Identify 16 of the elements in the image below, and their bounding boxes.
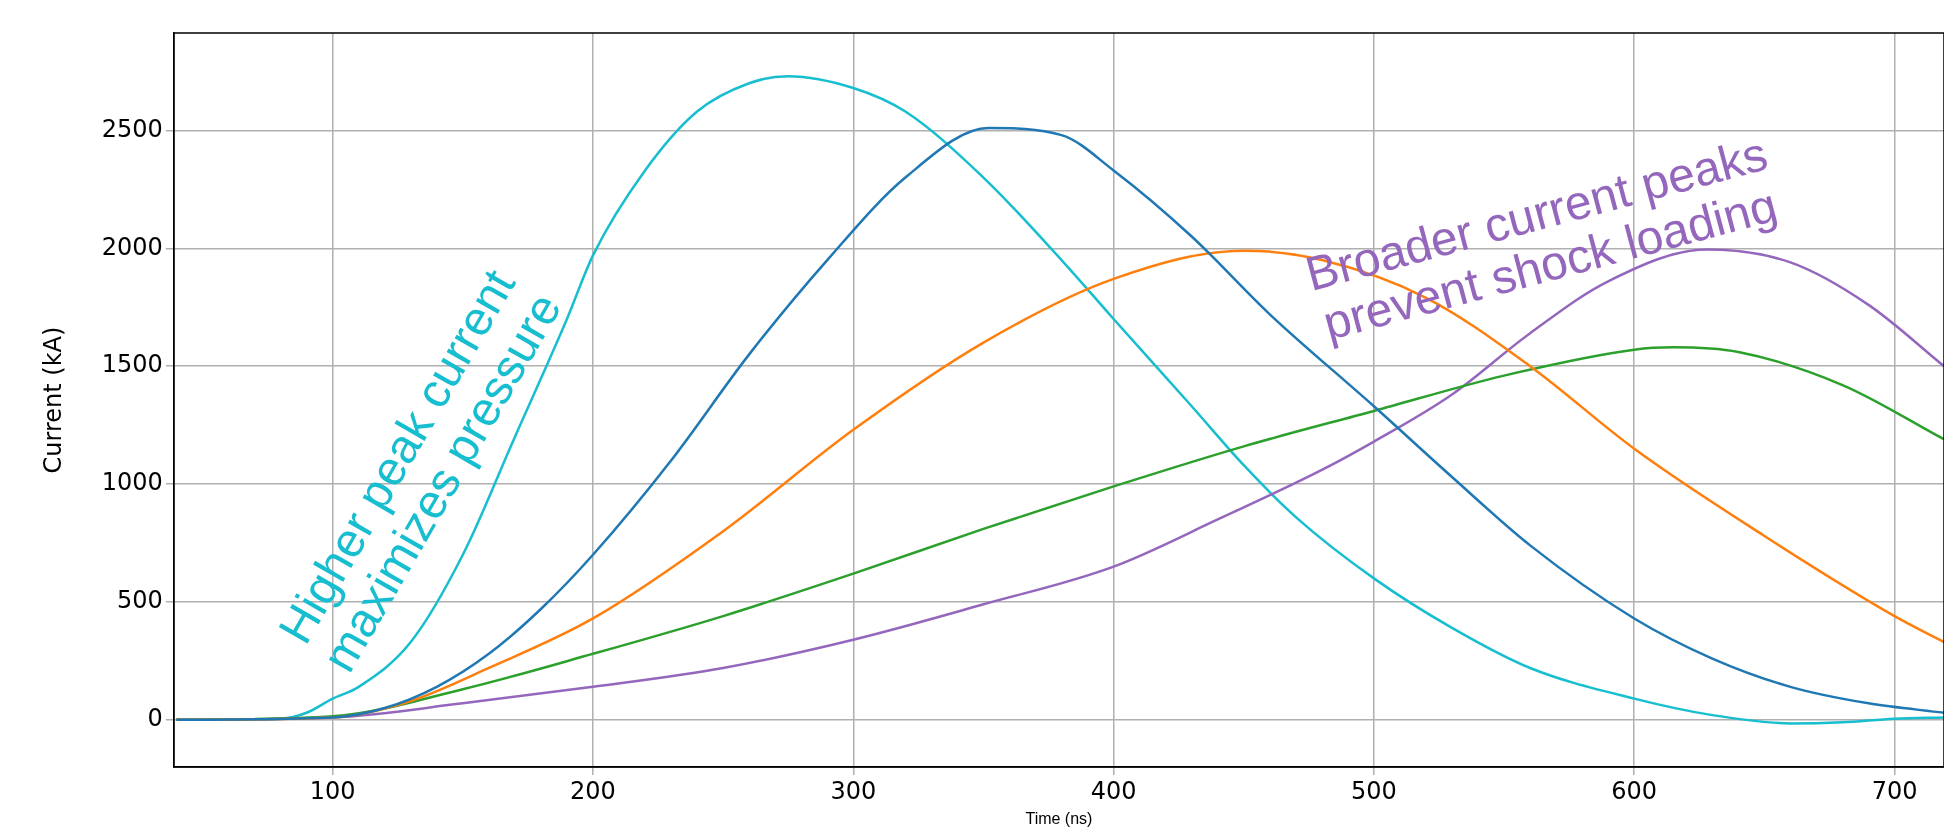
y-tick-label: 2000 [101, 232, 163, 261]
x-tick-label: 100 [309, 776, 356, 805]
annotation: Broader current peaks prevent shock loading [1300, 126, 1783, 350]
x-tick-label: 200 [570, 776, 616, 805]
y-tick-label: 500 [117, 586, 163, 615]
x-tick-label: 300 [830, 776, 877, 805]
y-tick-label: 1500 [101, 350, 163, 379]
y-tick-label: 2500 [101, 114, 163, 143]
y-tick-label: 1000 [101, 468, 163, 497]
x-tick-label: 400 [1090, 776, 1137, 805]
x-tick-label: 700 [1871, 776, 1918, 805]
y-tick-label: 0 [147, 704, 163, 733]
x-tick-label: 600 [1611, 776, 1658, 805]
x-axis-title: Time (ns) [1025, 809, 1093, 827]
y-axis-title: Current (kA) [38, 326, 67, 474]
x-tick-label: 500 [1351, 776, 1397, 805]
